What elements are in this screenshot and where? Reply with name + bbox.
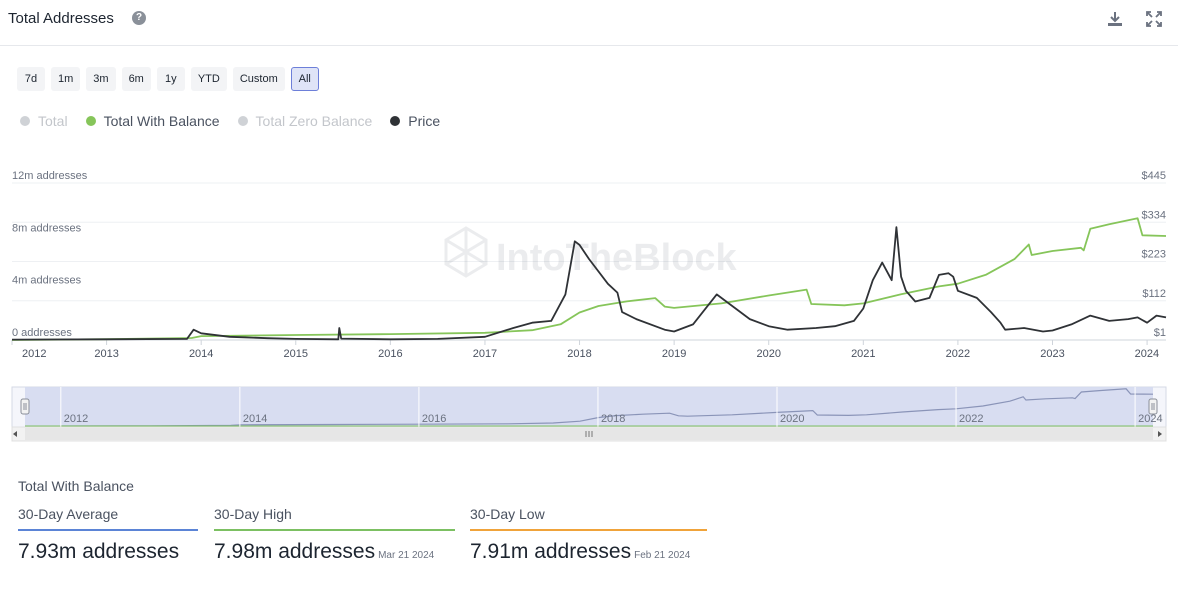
legend-item-total-zero-balance[interactable]: Total Zero Balance (237, 113, 373, 129)
stat-30-day-high: 30-Day High 7.98m addresses Mar 21 2024 (214, 506, 455, 564)
y-left-tick-label: 4m addresses (12, 275, 82, 287)
x-tick-label: 2021 (851, 348, 875, 360)
stat-label: 30-Day High (214, 506, 455, 531)
x-tick-label: 2016 (378, 348, 402, 360)
x-tick-label: 2024 (1135, 348, 1159, 360)
scroll-right-arrow-icon[interactable] (1158, 431, 1162, 437)
fullscreen-icon[interactable] (1145, 10, 1163, 28)
range-selector: 7d 1m 3m 6m 1y YTD Custom All (17, 67, 319, 91)
range-button-6m[interactable]: 6m (121, 67, 151, 91)
stat-date: Mar 21 2024 (378, 550, 435, 561)
stat-value: 7.93m addresses (18, 540, 180, 563)
x-tick-label: 2015 (284, 348, 308, 360)
help-icon[interactable]: ? (132, 11, 146, 25)
stat-30-day-low: 30-Day Low 7.91m addresses Feb 21 2024 (470, 506, 707, 564)
stat-value: 7.91m addresses (470, 540, 632, 563)
x-tick-label: 2022 (946, 348, 970, 360)
navigator-selection[interactable] (25, 387, 1153, 427)
stat-date: Feb 21 2024 (634, 550, 691, 561)
x-tick-label: 2019 (662, 348, 686, 360)
x-tick-label: 2013 (94, 348, 118, 360)
y-right-tick-label: $112 (1142, 288, 1166, 300)
navigator-handle-right[interactable] (1148, 398, 1158, 415)
legend-item-price[interactable]: Price (390, 113, 440, 129)
navigator-tick-label: 2024 (1138, 413, 1162, 425)
legend-item-total[interactable]: Total (20, 113, 68, 129)
navigator-tick-label: 2014 (243, 413, 267, 425)
x-tick-label: 2014 (189, 348, 213, 360)
series-line-total-with-balance (11, 217, 1167, 341)
stat-value: 7.98m addresses (214, 540, 376, 563)
legend-dot-icon (390, 116, 401, 126)
range-button-custom[interactable]: Custom (232, 67, 285, 91)
x-tick-label: 2017 (473, 348, 497, 360)
navigator-handle-left[interactable] (20, 398, 30, 415)
series-line-price (11, 226, 1167, 341)
y-left-tick-label: 0 addresses (12, 327, 72, 339)
scroll-left-arrow-icon[interactable] (13, 431, 17, 437)
y-right-tick-label: $445 (1142, 170, 1166, 182)
y-left-tick-label: 8m addresses (12, 222, 82, 234)
stat-label: 30-Day Average (18, 506, 198, 531)
range-button-all[interactable]: All (290, 67, 319, 91)
range-button-ytd[interactable]: YTD (190, 67, 227, 91)
y-right-tick-label: $1 (1154, 327, 1166, 339)
x-tick-label: 2012 (22, 348, 46, 360)
legend-dot-icon (85, 116, 96, 126)
stats-title: Total With Balance (18, 478, 134, 494)
navigator-tick-label: 2022 (959, 413, 983, 425)
x-tick-label: 2020 (756, 348, 780, 360)
legend-label: Total With Balance (103, 113, 220, 129)
navigator-series-line (60, 388, 1154, 427)
chart-header: Total Addresses ? (0, 0, 1178, 46)
y-left-tick-label: 12m addresses (12, 170, 88, 182)
logo-icon (444, 226, 488, 278)
navigator-tick-label: 2018 (601, 413, 625, 425)
watermark-text: IntoTheBlock (496, 237, 738, 279)
chart-legend: Total Total With Balance Total Zero Balanc… (20, 113, 440, 129)
legend-label: Total Zero Balance (255, 113, 373, 129)
legend-label: Total (38, 113, 68, 129)
page-title: Total Addresses (8, 10, 114, 27)
navigator-tick-label: 2012 (64, 413, 88, 425)
range-button-7d[interactable]: 7d (17, 67, 45, 91)
download-icon[interactable] (1106, 10, 1124, 28)
x-tick-label: 2018 (567, 348, 591, 360)
range-button-1y[interactable]: 1y (156, 67, 185, 91)
range-navigator[interactable]: 2012 2014 2016 2018 2020 2022 2024 (0, 384, 1178, 444)
legend-dot-icon (20, 116, 30, 126)
watermark: IntoTheBlock (444, 226, 738, 279)
legend-dot-icon (237, 116, 248, 126)
range-button-1m[interactable]: 1m (51, 67, 81, 91)
legend-label: Price (408, 113, 441, 129)
navigator-tick-label: 2020 (780, 413, 804, 425)
navigator-tick-label: 2016 (422, 413, 446, 425)
stat-30-day-average: 30-Day Average 7.93m addresses (18, 506, 198, 564)
main-chart: IntoTheBlock 0 addresses 4m addresses 8m ad… (11, 170, 1167, 360)
x-tick-label: 2023 (1040, 348, 1064, 360)
stat-label: 30-Day Low (470, 506, 707, 531)
y-right-tick-label: $223 (1142, 249, 1166, 261)
range-button-3m[interactable]: 3m (86, 67, 116, 91)
y-right-tick-label: $334 (1142, 209, 1166, 221)
legend-item-total-with-balance[interactable]: Total With Balance (85, 113, 220, 129)
